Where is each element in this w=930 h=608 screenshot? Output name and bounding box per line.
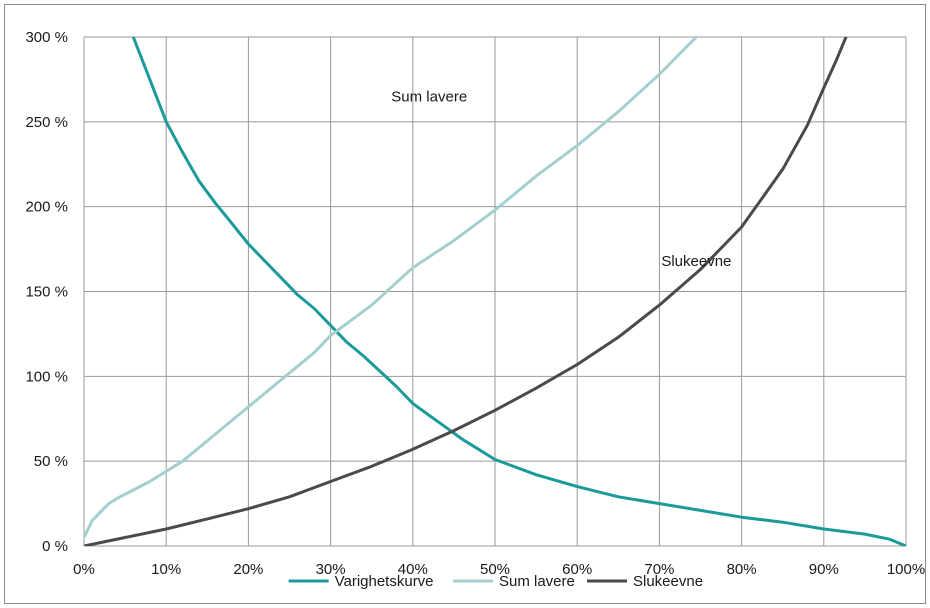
- y-tick-label: 50 %: [34, 453, 68, 470]
- legend-label: Slukeevne: [633, 573, 703, 590]
- annotation-slukeevne: Slukeevne: [661, 253, 731, 270]
- legend: Varighetskurve Sum lavere Slukeevne: [288, 573, 703, 590]
- x-tick-label: 90%: [809, 561, 839, 578]
- y-tick-label: 100 %: [25, 368, 68, 385]
- legend-item-sum-lavere: Sum lavere: [453, 573, 575, 590]
- x-tick-label: 80%: [727, 561, 757, 578]
- x-tick-label: 70%: [644, 561, 674, 578]
- series-line-sum-lavere: [84, 37, 698, 539]
- series-line-slukeevne: [84, 37, 848, 546]
- legend-label: Varighetskurve: [335, 573, 434, 590]
- legend-label: Sum lavere: [499, 573, 575, 590]
- x-tick-label: 50%: [480, 561, 510, 578]
- y-tick-label: 250 %: [25, 114, 68, 131]
- y-tick-label: 150 %: [25, 284, 68, 301]
- series-lines: [84, 37, 906, 546]
- y-tick-label: 0 %: [42, 538, 68, 555]
- y-axis-tick-labels: 0 % 50 % 100 % 150 % 200 % 250 % 300 %: [25, 29, 68, 555]
- x-tick-label: 20%: [233, 561, 263, 578]
- x-axis-tick-labels: 0% 10% 20% 30% 40% 50% 60% 70% 80% 90% 100%: [73, 561, 925, 578]
- series-line-varighetskurve: [131, 37, 906, 546]
- grid-lines: [83, 36, 907, 547]
- x-tick-label: 0%: [73, 561, 95, 578]
- x-tick-label: 40%: [398, 561, 428, 578]
- legend-item-varighetskurve: Varighetskurve: [288, 573, 434, 590]
- annotation-sum-lavere: Sum lavere: [391, 88, 467, 105]
- x-tick-label: 30%: [316, 561, 346, 578]
- x-tick-label: 100%: [887, 561, 925, 578]
- y-tick-label: 300 %: [25, 29, 68, 46]
- annotations: Sum lavere Slukeevne: [391, 88, 731, 270]
- legend-item-slukeevne: Slukeevne: [587, 573, 703, 590]
- x-tick-label: 60%: [562, 561, 592, 578]
- y-tick-label: 200 %: [25, 199, 68, 216]
- x-tick-label: 10%: [151, 561, 181, 578]
- chart-frame: [4, 4, 926, 604]
